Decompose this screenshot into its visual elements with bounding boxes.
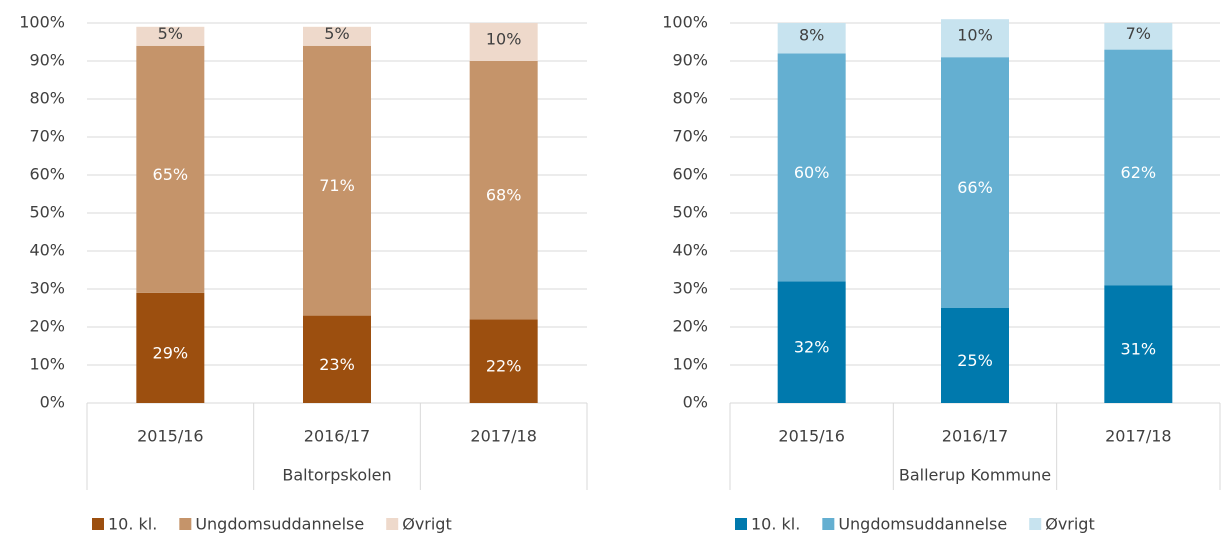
x-tick-label: 2017/18 [470,427,536,446]
bar-segment [303,45,371,316]
data-label: 60% [794,163,830,182]
data-label: 10% [957,26,993,45]
y-tick-label: 100% [19,13,65,32]
data-label: 68% [486,186,522,205]
y-tick-label: 80% [672,89,708,108]
bar-segment [1104,49,1173,286]
bar-segment [777,281,846,403]
y-tick-label: 50% [29,203,65,222]
y-tick-label: 100% [662,13,708,32]
y-tick-label: 40% [29,241,65,260]
data-label: 5% [158,24,183,43]
data-label: 23% [319,355,355,374]
data-label: 7% [1126,24,1151,43]
y-tick-label: 40% [672,241,708,260]
group-label: Baltorpskolen [282,466,391,485]
legend-swatch [822,518,835,530]
y-tick-label: 60% [29,165,65,184]
x-tick-label: 2016/17 [304,427,370,446]
legend-swatch [735,518,747,530]
y-tick-label: 50% [672,203,708,222]
bar-segment [469,61,538,320]
x-tick-label: 2016/17 [942,427,1008,446]
data-label: 71% [319,176,355,195]
y-tick-label: 0% [40,393,65,412]
y-tick-label: 90% [672,51,708,70]
bar-segment [941,19,1009,58]
y-tick-label: 70% [672,127,708,146]
bar-segment [941,57,1009,309]
y-tick-label: 30% [672,279,708,298]
data-label: 8% [799,26,824,45]
bar-segment [469,23,538,61]
group-label: Ballerup Kommune [899,466,1051,485]
bar-segment [777,53,846,282]
y-tick-label: 10% [672,355,708,374]
data-label: 5% [324,24,349,43]
y-tick-label: 80% [29,89,65,108]
legend-label: Øvrigt [1045,515,1095,534]
y-tick-label: 10% [29,355,65,374]
legend-swatch [1029,518,1042,530]
data-label: 22% [486,357,522,376]
bar-segment [941,308,1009,403]
legend-label: 10. kl. [751,515,800,534]
data-label: 66% [957,178,993,197]
bar-segment [303,315,371,403]
data-label: 25% [957,351,993,370]
legend-label: Ungdomsuddannelse [838,515,1007,534]
legend-swatch [92,518,104,530]
bar-segment [136,26,205,46]
legend-label: Øvrigt [402,515,452,534]
data-label: 62% [1121,163,1157,182]
legend-swatch [386,518,399,530]
x-tick-label: 2017/18 [1105,427,1171,446]
x-tick-label: 2015/16 [137,427,203,446]
bar-segment [136,45,205,293]
y-tick-label: 20% [29,317,65,336]
y-tick-label: 70% [29,127,65,146]
y-tick-label: 60% [672,165,708,184]
data-label: 29% [153,343,189,362]
data-label: 31% [1121,340,1157,359]
legend-label: 10. kl. [108,515,157,534]
data-label: 65% [153,165,189,184]
bar-segment [1104,23,1173,50]
x-tick-label: 2015/16 [778,427,844,446]
y-tick-label: 30% [29,279,65,298]
y-tick-label: 20% [672,317,708,336]
legend-swatch [179,518,192,530]
y-tick-label: 0% [683,393,708,412]
data-label: 10% [486,30,522,49]
data-label: 32% [794,338,830,357]
bar-segment [777,23,846,54]
y-tick-label: 90% [29,51,65,70]
legend-label: Ungdomsuddannelse [195,515,364,534]
bar-segment [136,292,205,403]
bar-segment [1104,285,1173,403]
bar-segment [303,26,371,46]
bar-segment [469,319,538,403]
